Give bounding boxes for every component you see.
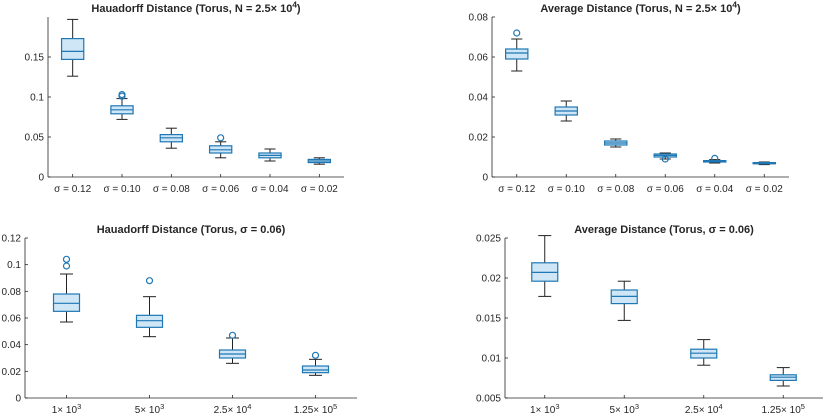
x-tick-label: 1× 103​ bbox=[530, 402, 559, 415]
box-6 bbox=[307, 157, 332, 165]
y-tick-label: 0.005 bbox=[476, 394, 501, 405]
y-tick-label: 0 bbox=[38, 173, 44, 184]
x-tick-label: 2.5× 104​ bbox=[214, 402, 252, 415]
x-tick-label: 5× 103​ bbox=[610, 402, 639, 415]
axes: 0.005 0.01 0.015 0.02 0.025 1× 103​ 5× 103​ 2.5… bbox=[476, 234, 823, 415]
box-4 bbox=[769, 367, 797, 387]
outlier-point bbox=[62, 262, 71, 270]
y-tick-label: 0.12 bbox=[2, 234, 22, 245]
y-tick-label: 0.15 bbox=[25, 53, 45, 64]
x-tick-label: σ = 0.08 bbox=[153, 184, 190, 195]
y-tick-label: 0.02 bbox=[469, 133, 489, 144]
chart-panel-3: Hauadorff Distance (Torus, σ = 0.06) 0 0.0… bbox=[2, 224, 357, 415]
box-3 bbox=[604, 138, 628, 148]
x-tick-label: σ = 0.12 bbox=[498, 184, 535, 195]
x-tick-label: σ = 0.12 bbox=[54, 184, 91, 195]
outlier-point bbox=[145, 277, 154, 285]
x-tick-label: 1.25× 105​ bbox=[294, 402, 337, 415]
y-tick-label: 0 bbox=[482, 173, 488, 184]
box-1 bbox=[505, 29, 529, 72]
x-tick-label: σ = 0.06 bbox=[647, 184, 684, 195]
y-tick-label: 0.08 bbox=[2, 287, 22, 298]
axes: 0 0.05 0.1 0.15 σ = 0.12 σ = 0.10 σ = 0.08 σ = … bbox=[25, 17, 344, 195]
box-3 bbox=[159, 127, 184, 149]
box-iqr bbox=[301, 365, 330, 374]
chart-panel-2: Average Distance (Torus, N = 2.5× 104)00… bbox=[469, 1, 789, 195]
y-tick-label: 0.02 bbox=[482, 274, 502, 285]
x-tick-label: σ = 0.06 bbox=[202, 184, 239, 195]
outlier-point bbox=[118, 90, 126, 99]
chart-title: Hauadorff Distance (Torus, N = 2.5× 104) bbox=[91, 1, 301, 15]
x-tick-label: 1× 103​ bbox=[52, 402, 81, 415]
y-tick-label: 0.025 bbox=[476, 234, 501, 245]
axes: 0 0.02 0.04 0.06 0.08 σ = 0.12 σ = 0.10 σ = 0.0… bbox=[469, 13, 789, 195]
box-iqr bbox=[60, 37, 85, 60]
box-1 bbox=[531, 235, 559, 297]
outlier-point bbox=[311, 351, 320, 359]
y-tick-label: 0.04 bbox=[2, 340, 22, 351]
box-5 bbox=[258, 148, 282, 162]
y-tick-label: 0.04 bbox=[469, 93, 489, 104]
box-2 bbox=[135, 277, 164, 338]
outlier-point bbox=[228, 331, 237, 339]
outlier-point bbox=[217, 134, 225, 142]
box-1 bbox=[60, 18, 85, 77]
outlier-point bbox=[711, 154, 719, 162]
box-3 bbox=[690, 339, 718, 366]
y-tick-label: 0.06 bbox=[2, 314, 22, 325]
box-1 bbox=[52, 255, 81, 323]
x-tick-label: σ = 0.10 bbox=[103, 184, 140, 195]
x-tick-label: σ = 0.10 bbox=[548, 184, 585, 195]
x-tick-label: σ = 0.04 bbox=[251, 184, 288, 195]
box-5 bbox=[703, 154, 727, 164]
box-2 bbox=[110, 90, 134, 120]
chart-panel-4: Average Distance (Torus, σ = 0.06)0.0050… bbox=[476, 224, 823, 415]
box-4 bbox=[208, 134, 233, 159]
y-tick-label: 0.01 bbox=[482, 354, 502, 365]
x-tick-label: σ = 0.04 bbox=[696, 184, 733, 195]
outlier-point bbox=[661, 155, 669, 163]
chart-title: Average Distance (Torus, σ = 0.06) bbox=[574, 224, 754, 236]
box-iqr bbox=[52, 293, 81, 312]
y-tick-label: 0.05 bbox=[25, 133, 45, 144]
chart-panel-1: Hauadorff Distance (Torus, N = 2.5× 104)… bbox=[25, 1, 344, 195]
axes: 0 0.02 0.04 0.06 0.08 0.1 0.12 1× 103​ 5× 103​ 2.… bbox=[2, 234, 357, 415]
y-tick-label: 0.1 bbox=[30, 93, 44, 104]
box-2 bbox=[610, 280, 638, 321]
y-tick-label: 0.08 bbox=[469, 13, 489, 24]
box-6 bbox=[752, 161, 776, 166]
box-4 bbox=[653, 152, 677, 163]
box-3 bbox=[218, 331, 247, 364]
box-iqr bbox=[505, 48, 529, 60]
y-tick-label: 0.1 bbox=[7, 260, 21, 271]
x-tick-label: σ = 0.02 bbox=[746, 184, 783, 195]
chart-title: Average Distance (Torus, N = 2.5× 104) bbox=[540, 1, 741, 15]
box-2 bbox=[554, 100, 578, 122]
x-tick-label: σ = 0.08 bbox=[597, 184, 634, 195]
outlier-point bbox=[513, 29, 521, 37]
x-tick-label: 5× 103​ bbox=[135, 402, 164, 415]
box-4 bbox=[301, 351, 330, 376]
y-tick-label: 0.015 bbox=[476, 314, 501, 325]
y-tick-label: 0.06 bbox=[469, 53, 489, 64]
y-tick-label: 0 bbox=[15, 394, 21, 405]
outlier-point bbox=[62, 255, 71, 263]
x-tick-label: 1.25× 105​ bbox=[762, 402, 805, 415]
x-tick-label: 2.5× 104​ bbox=[685, 402, 723, 415]
chart-title: Hauadorff Distance (Torus, σ = 0.06) bbox=[97, 224, 286, 236]
y-tick-label: 0.02 bbox=[2, 367, 22, 378]
box-iqr bbox=[135, 314, 164, 328]
x-tick-label: σ = 0.02 bbox=[301, 184, 338, 195]
